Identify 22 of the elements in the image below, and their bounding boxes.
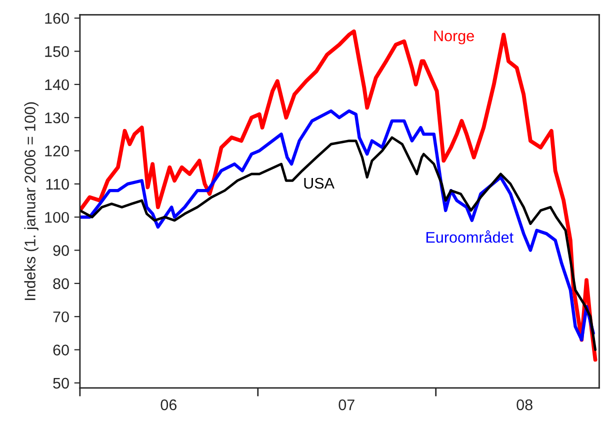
y-tick-label: 160 — [45, 12, 69, 24]
line-series — [80, 109, 595, 342]
series-label: Norge — [434, 30, 474, 44]
line-series — [80, 29, 598, 362]
series-label: Euroområdet — [426, 230, 514, 243]
y-axis-title: Indeks (1. januar 2006 = 100) — [24, 102, 38, 300]
x-tick-label: 06 — [160, 399, 176, 410]
x-tick-label: 08 — [516, 399, 532, 410]
y-tick-label: 80 — [53, 278, 69, 290]
x-tick-label: 07 — [338, 399, 354, 410]
y-tick-label: 60 — [53, 344, 69, 356]
y-tick-label: 140 — [45, 79, 69, 90]
y-tick-label: 120 — [45, 146, 69, 156]
y-tick-label: 90 — [53, 245, 69, 256]
series-label: USA — [304, 178, 334, 189]
line-series — [80, 136, 597, 352]
y-tick-label: 100 — [45, 212, 69, 223]
y-tick-label: 150 — [45, 46, 69, 57]
y-tick-label: 70 — [53, 311, 69, 322]
y-tick-label: 50 — [53, 378, 69, 389]
y-tick-label: 130 — [45, 112, 69, 124]
y-tick-label: 110 — [46, 178, 69, 190]
